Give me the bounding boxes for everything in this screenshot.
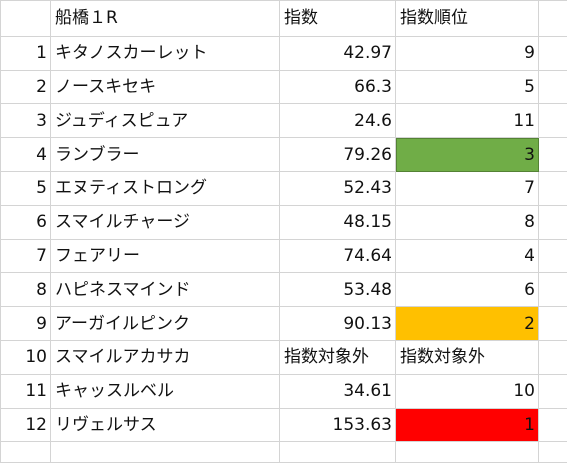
cell[interactable] (538, 204, 567, 240)
cell[interactable] (538, 373, 567, 409)
index-value-cell[interactable]: 34.61 (279, 373, 396, 409)
horse-number-cell[interactable]: 7 (0, 238, 51, 274)
horse-name-cell[interactable]: ランブラー (50, 137, 280, 173)
table-row: 5 エヌティストロング 52.43 7 (0, 171, 567, 206)
index-value-cell[interactable]: 66.3 (279, 69, 396, 105)
rank-value-cell[interactable]: 6 (395, 272, 539, 308)
cell[interactable] (538, 0, 567, 37)
horse-name-cell[interactable]: ハピネスマインド (50, 272, 280, 308)
table-row: 11 キャッスルベル 34.61 10 (0, 373, 567, 409)
horse-number-cell[interactable]: 8 (0, 272, 51, 308)
cell[interactable] (538, 407, 567, 443)
table-row: 6 スマイルチャージ 48.15 8 (0, 204, 567, 240)
index-value-cell[interactable]: 24.6 (279, 103, 396, 139)
table-row: 1 キタノスカーレット 42.97 9 (0, 35, 567, 71)
cell[interactable] (538, 272, 567, 308)
index-value-cell[interactable]: 指数対象外 (279, 340, 396, 375)
horse-name-cell[interactable]: リヴェルサス (50, 407, 280, 443)
cell[interactable] (538, 171, 567, 206)
horse-number-cell[interactable]: 12 (0, 407, 51, 443)
horse-number-cell[interactable]: 9 (0, 306, 51, 342)
horse-name-cell[interactable]: ジュディスピュア (50, 103, 280, 139)
cell[interactable] (50, 441, 280, 463)
horse-number-cell[interactable]: 11 (0, 373, 51, 409)
rank-value-cell[interactable]: 8 (395, 204, 539, 240)
rank-value-cell[interactable]: 10 (395, 373, 539, 409)
horse-name-cell[interactable]: キャッスルベル (50, 373, 280, 409)
rank-value-cell[interactable]: 4 (395, 238, 539, 274)
cell[interactable] (538, 103, 567, 139)
table-row: 9 アーガイルピンク 90.13 2 (0, 306, 567, 342)
horse-name-cell[interactable]: エヌティストロング (50, 171, 280, 206)
index-value-cell[interactable]: 79.26 (279, 137, 396, 173)
rank-value-cell[interactable]: 1 (395, 407, 539, 443)
rank-value-cell[interactable]: 2 (395, 306, 539, 342)
cell[interactable] (0, 0, 51, 37)
cell[interactable] (279, 441, 396, 463)
table-row: 12 リヴェルサス 153.63 1 (0, 407, 567, 443)
table-row: 8 ハピネスマインド 53.48 6 (0, 272, 567, 308)
rank-value-cell[interactable]: 7 (395, 171, 539, 206)
cell[interactable] (538, 306, 567, 342)
horse-number-cell[interactable]: 5 (0, 171, 51, 206)
table-row: 3 ジュディスピュア 24.6 11 (0, 103, 567, 139)
race-title-cell[interactable]: 船橋１R (50, 0, 280, 37)
cell[interactable] (395, 441, 539, 463)
horse-number-cell[interactable]: 2 (0, 69, 51, 105)
table-row: 4 ランブラー 79.26 3 (0, 137, 567, 173)
horse-number-cell[interactable]: 10 (0, 340, 51, 375)
index-value-cell[interactable]: 153.63 (279, 407, 396, 443)
cell[interactable] (538, 340, 567, 375)
index-value-cell[interactable]: 74.64 (279, 238, 396, 274)
horse-name-cell[interactable]: フェアリー (50, 238, 280, 274)
table-row (0, 441, 567, 463)
horse-number-cell[interactable]: 4 (0, 137, 51, 173)
cell[interactable] (538, 441, 567, 463)
index-header-cell[interactable]: 指数 (279, 0, 396, 37)
horse-number-cell[interactable]: 6 (0, 204, 51, 240)
cell[interactable] (538, 238, 567, 274)
horse-name-cell[interactable]: キタノスカーレット (50, 35, 280, 71)
rank-value-cell[interactable]: 指数対象外 (395, 340, 539, 375)
index-value-cell[interactable]: 90.13 (279, 306, 396, 342)
rank-value-cell[interactable]: 5 (395, 69, 539, 105)
rank-value-cell[interactable]: 3 (395, 137, 539, 173)
cell[interactable] (538, 69, 567, 105)
table-row: 10 スマイルアカサカ 指数対象外 指数対象外 (0, 340, 567, 375)
index-value-cell[interactable]: 52.43 (279, 171, 396, 206)
cell[interactable] (538, 137, 567, 173)
horse-name-cell[interactable]: スマイルアカサカ (50, 340, 280, 375)
horse-name-cell[interactable]: アーガイルピンク (50, 306, 280, 342)
rank-value-cell[interactable]: 9 (395, 35, 539, 71)
table-row: 7 フェアリー 74.64 4 (0, 238, 567, 274)
rank-header-cell[interactable]: 指数順位 (395, 0, 539, 37)
rank-value-cell[interactable]: 11 (395, 103, 539, 139)
cell[interactable] (0, 441, 51, 463)
cell[interactable] (538, 35, 567, 71)
header-row: 船橋１R 指数 指数順位 (0, 0, 567, 37)
horse-number-cell[interactable]: 1 (0, 35, 51, 71)
table-row: 2 ノースキセキ 66.3 5 (0, 69, 567, 105)
horse-name-cell[interactable]: スマイルチャージ (50, 204, 280, 240)
index-value-cell[interactable]: 42.97 (279, 35, 396, 71)
index-value-cell[interactable]: 48.15 (279, 204, 396, 240)
index-value-cell[interactable]: 53.48 (279, 272, 396, 308)
horse-number-cell[interactable]: 3 (0, 103, 51, 139)
horse-name-cell[interactable]: ノースキセキ (50, 69, 280, 105)
